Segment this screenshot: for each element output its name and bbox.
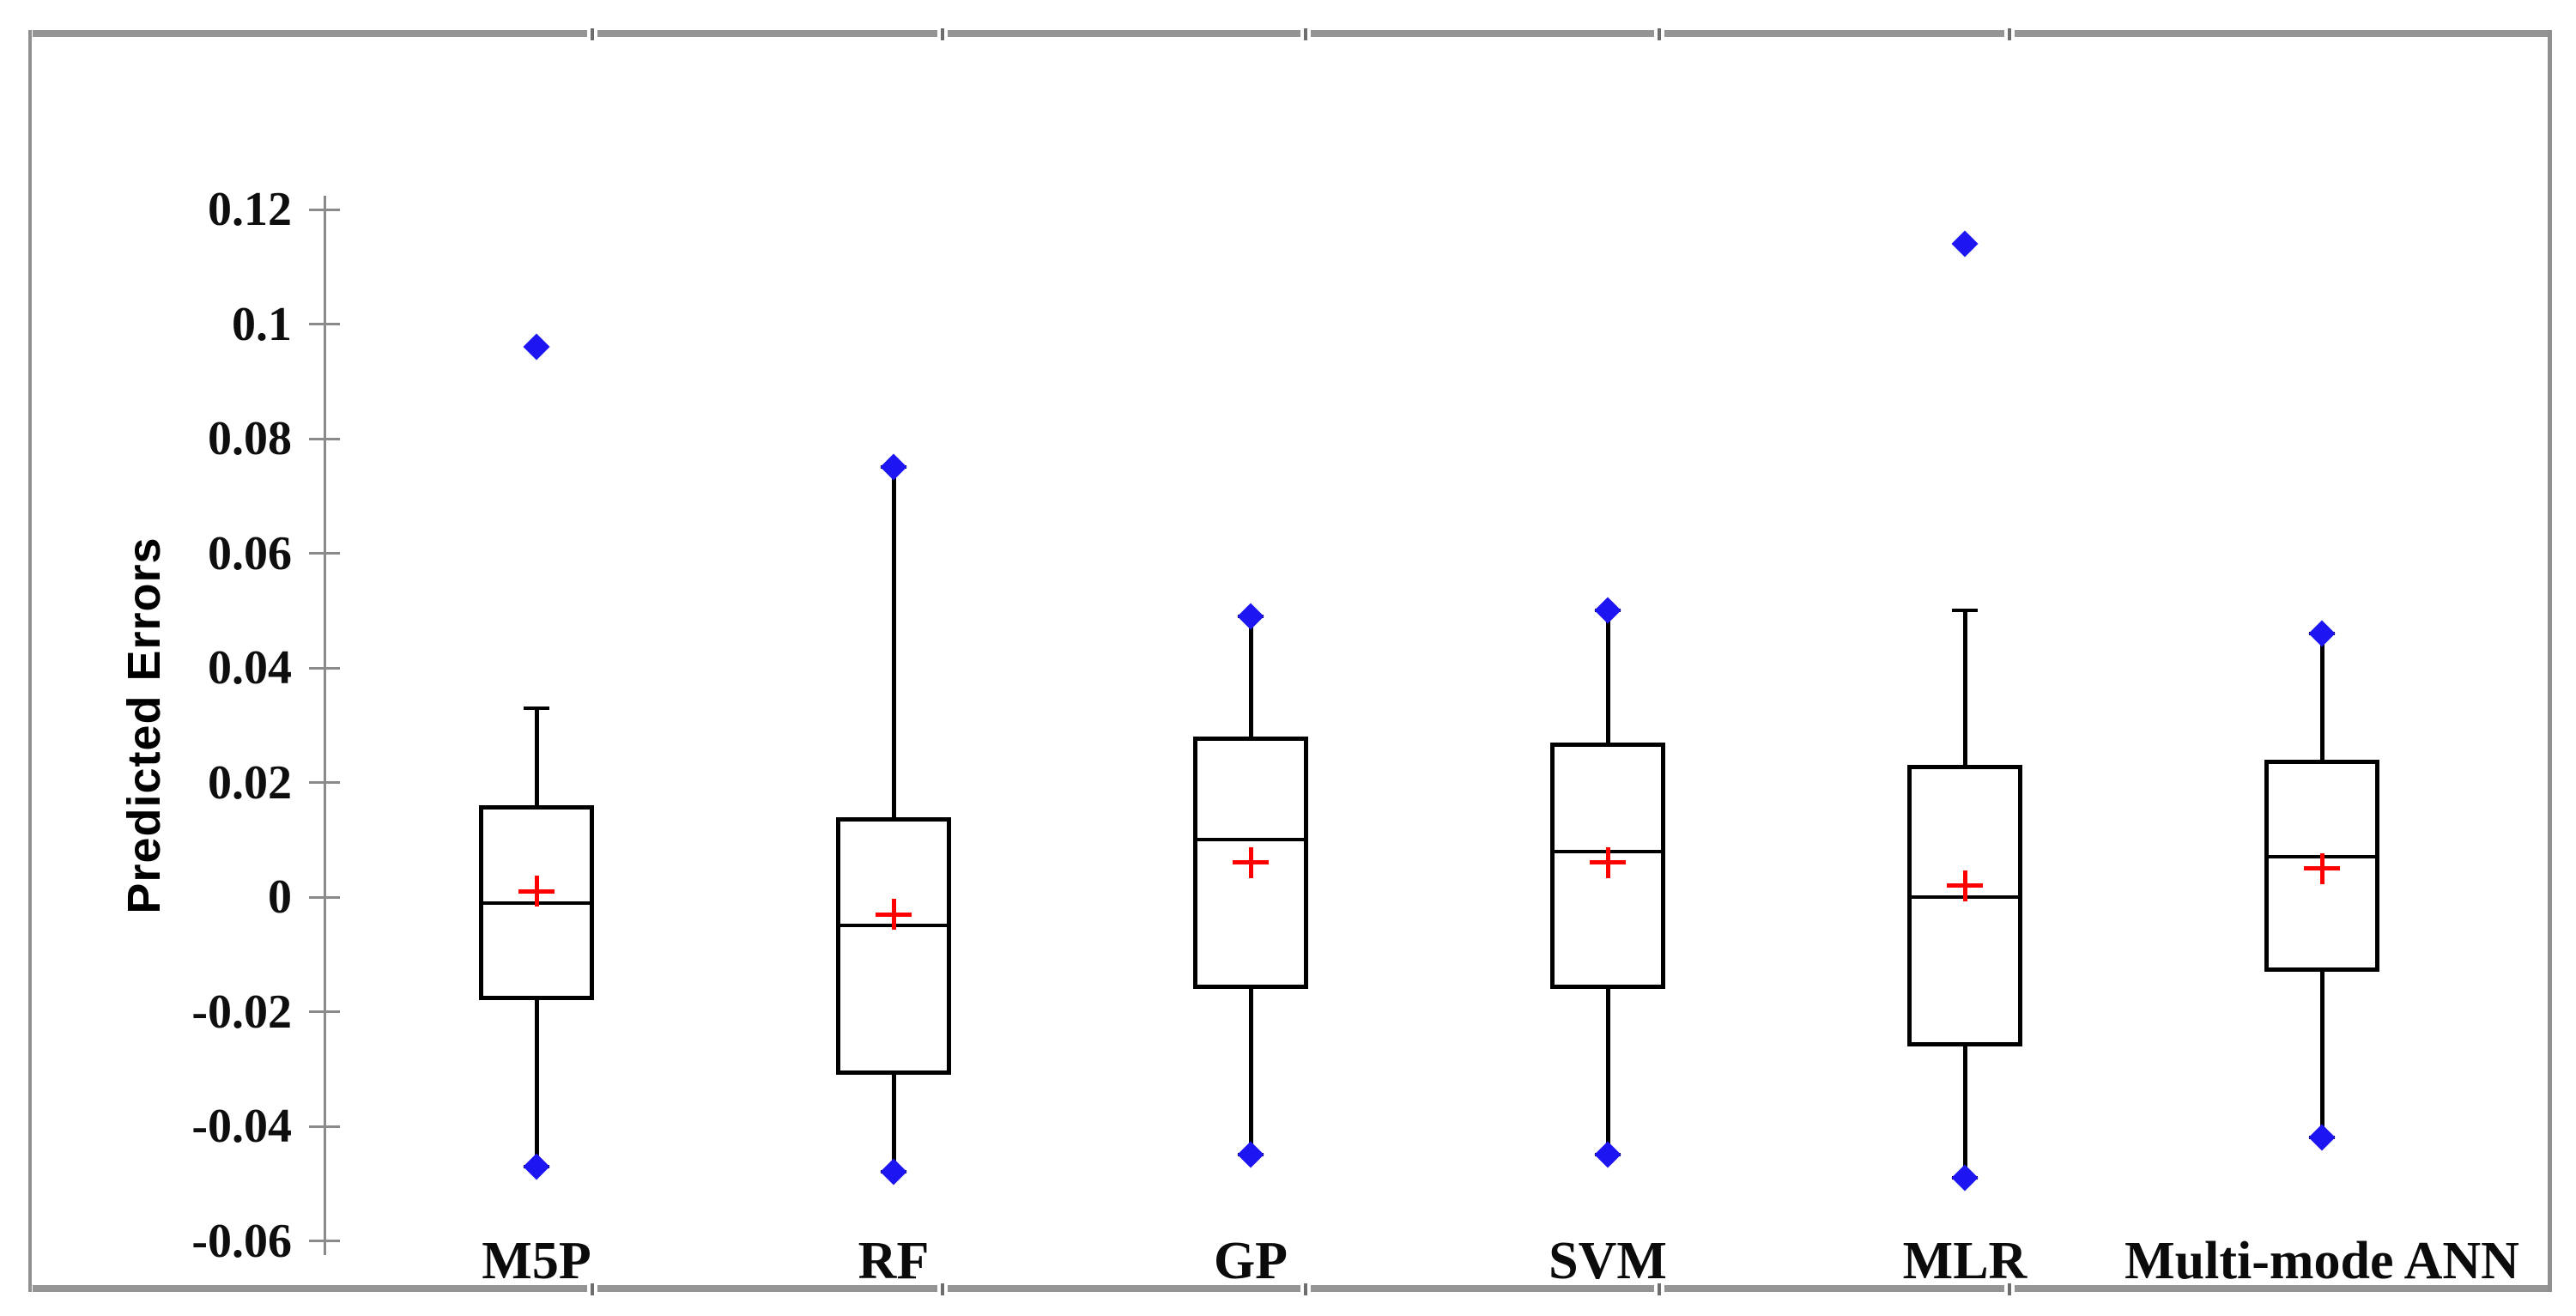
frame-bar-segment (948, 30, 1300, 37)
y-tick-mark (309, 552, 340, 555)
x-category-label: Multi-mode ANN (2124, 1232, 2519, 1290)
lower-whisker-line (1605, 988, 1610, 1155)
mean-marker (1962, 870, 1967, 901)
min-value-marker (523, 1153, 550, 1180)
y-tick-label: -0.06 (191, 1214, 292, 1268)
min-value-marker (880, 1158, 907, 1186)
frame-bar-segment (948, 1285, 1300, 1292)
frame-right-border (2548, 30, 2552, 1292)
y-tick-label: 0.12 (208, 183, 292, 236)
y-axis-line (324, 196, 326, 1255)
frame-bar-segment (1664, 30, 2004, 37)
y-tick-label: 0 (268, 870, 292, 924)
min-value-marker (1237, 1141, 1264, 1168)
y-tick-label: 0.04 (208, 641, 292, 694)
frame-bar-segment (597, 30, 937, 37)
max-value-marker (2308, 620, 2336, 647)
min-value-marker (1951, 1164, 1979, 1192)
frame-bar-segment (2015, 1285, 2551, 1292)
y-tick-mark (309, 1125, 340, 1128)
mean-marker (891, 899, 896, 931)
max-value-marker (1594, 597, 1621, 624)
y-tick-label: -0.04 (191, 1100, 292, 1153)
max-value-marker (880, 453, 907, 481)
y-tick-mark (309, 781, 340, 784)
median-line (1193, 838, 1308, 842)
y-tick-label: -0.02 (191, 985, 292, 1039)
lower-whisker-line (1962, 1046, 1967, 1179)
category-separator-tick (591, 28, 594, 40)
x-category-label: MLR (1902, 1232, 2027, 1290)
frame-bar-segment (33, 30, 587, 37)
upper-whisker-line (2319, 633, 2324, 760)
y-tick-mark (309, 323, 340, 325)
lower-whisker-line (891, 1074, 896, 1173)
x-category-label: GP (1213, 1232, 1288, 1290)
upper-whisker-line (1962, 610, 1967, 766)
category-separator-tick (1304, 28, 1307, 40)
y-tick-label: 0.1 (232, 297, 292, 351)
upper-whisker-line (891, 467, 896, 817)
category-separator-tick (1658, 28, 1661, 40)
outlier-marker (523, 333, 550, 361)
mean-marker (1605, 846, 1610, 878)
y-tick-mark (309, 208, 340, 211)
lower-whisker-line (1248, 988, 1253, 1155)
category-separator-tick (591, 1283, 594, 1295)
category-separator-tick (2008, 28, 2011, 40)
y-tick-mark (309, 666, 340, 670)
upper-whisker-cap (1952, 609, 1978, 613)
frame-bar-segment (1311, 30, 1654, 37)
x-category-label: RF (858, 1232, 930, 1290)
y-axis-title: Predicted Errors (118, 537, 170, 914)
y-tick-mark (309, 1010, 340, 1013)
y-tick-label: 0.02 (208, 755, 292, 810)
x-category-label: M5P (482, 1232, 591, 1290)
category-separator-tick (941, 28, 944, 40)
frame-left-border (28, 30, 32, 1292)
y-tick-mark (309, 895, 340, 899)
upper-whisker-line (534, 707, 539, 806)
frame-bar-segment (597, 1285, 937, 1292)
frame-bar-segment (1311, 1285, 1654, 1292)
category-separator-tick (2008, 1283, 2011, 1295)
frame-bar-segment (1664, 1285, 2004, 1292)
outlier-marker (1951, 230, 1979, 258)
mean-marker (1248, 846, 1253, 878)
x-category-label: SVM (1549, 1232, 1667, 1290)
upper-whisker-cap (524, 706, 549, 710)
y-tick-label: 0.06 (208, 526, 292, 580)
max-value-marker (1237, 603, 1264, 630)
lower-whisker-line (534, 1000, 539, 1167)
frame-bar-segment (33, 1285, 587, 1292)
category-separator-tick (1304, 1283, 1307, 1295)
category-separator-tick (1658, 1283, 1661, 1295)
y-tick-label: 0.08 (208, 412, 292, 465)
mean-marker (2319, 852, 2324, 884)
category-separator-tick (941, 1283, 944, 1295)
upper-whisker-line (1248, 616, 1253, 737)
iqr-box (1907, 765, 2022, 1046)
upper-whisker-line (1605, 610, 1610, 743)
min-value-marker (1594, 1141, 1621, 1168)
lower-whisker-line (2319, 971, 2324, 1138)
y-tick-mark (309, 1240, 340, 1242)
frame-bar-segment (2015, 30, 2551, 37)
y-tick-mark (309, 437, 340, 440)
iqr-box (836, 816, 951, 1075)
mean-marker (534, 876, 539, 907)
min-value-marker (2308, 1124, 2336, 1151)
